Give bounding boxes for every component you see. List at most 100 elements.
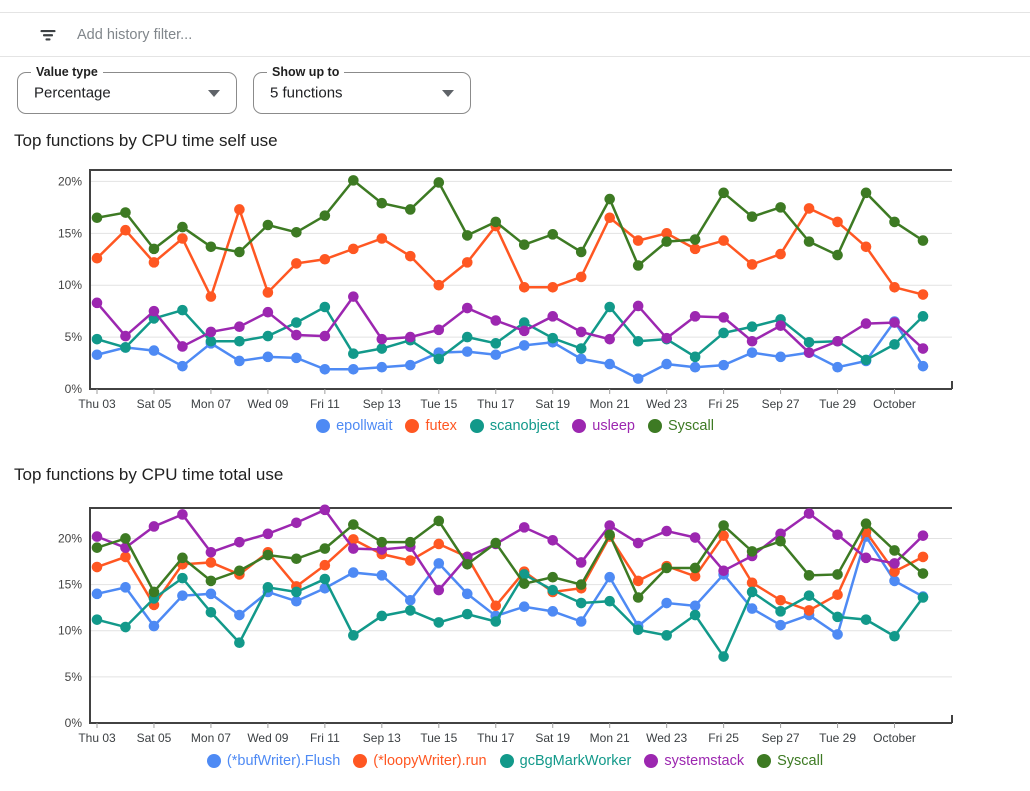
data-point[interactable] [718,520,729,531]
data-point[interactable] [917,551,929,563]
data-point[interactable] [575,246,587,258]
data-point[interactable] [291,595,302,607]
data-point[interactable] [803,570,815,581]
data-point[interactable] [547,534,559,546]
data-point[interactable] [376,361,388,373]
data-point[interactable] [433,617,445,628]
data-point[interactable] [120,207,131,218]
legend-item[interactable]: Syscall [647,418,714,434]
legend-item[interactable]: (*bufWriter).Flush [206,753,340,769]
legend-item[interactable]: (*loopyWriter).run [353,753,487,769]
data-point[interactable] [262,306,274,318]
data-point[interactable] [889,566,900,577]
legend-item[interactable]: epollwait [316,418,392,434]
data-point[interactable] [405,359,416,371]
data-point[interactable] [632,335,644,347]
data-point[interactable] [461,257,473,268]
data-point[interactable] [575,271,587,283]
data-point[interactable] [832,589,843,601]
data-point[interactable] [291,329,302,341]
data-point[interactable] [461,302,473,314]
data-point[interactable] [775,351,786,363]
data-point[interactable] [718,530,729,541]
data-point[interactable] [889,216,900,228]
data-point[interactable] [177,509,188,520]
data-point[interactable] [718,327,729,339]
data-point[interactable] [718,312,729,323]
data-point[interactable] [490,349,502,361]
data-point[interactable] [604,358,615,370]
data-point[interactable] [490,600,502,612]
data-point[interactable] [803,590,815,601]
data-point[interactable] [461,230,473,241]
data-point[interactable] [575,353,587,365]
data-point[interactable] [632,537,644,549]
data-point[interactable] [148,345,160,356]
data-point[interactable] [262,330,274,342]
data-point[interactable] [319,543,331,554]
data-point[interactable] [575,579,587,590]
data-point[interactable] [775,594,786,606]
data-point[interactable] [746,577,758,589]
legend-item[interactable]: systemstack [644,753,744,769]
data-point[interactable] [205,557,217,568]
data-point[interactable] [319,573,331,585]
data-point[interactable] [917,235,929,246]
data-point[interactable] [860,354,872,366]
legend-item[interactable]: gcBgMarkWorker [499,753,631,769]
data-point[interactable] [632,260,644,271]
data-point[interactable] [405,250,416,262]
data-point[interactable] [775,528,786,540]
data-point[interactable] [860,241,872,253]
data-point[interactable] [405,555,416,566]
data-point[interactable] [433,538,445,550]
data-point[interactable] [291,586,302,598]
data-point[interactable] [917,311,929,322]
data-point[interactable] [746,603,758,614]
data-point[interactable] [832,361,843,373]
data-point[interactable] [319,363,331,375]
data-point[interactable] [518,578,530,589]
data-point[interactable] [575,557,587,568]
data-point[interactable] [91,212,103,224]
data-point[interactable] [604,571,615,583]
data-point[interactable] [177,341,188,352]
data-point[interactable] [860,187,872,199]
data-point[interactable] [860,552,872,564]
data-point[interactable] [348,363,359,375]
data-point[interactable] [291,553,302,565]
data-point[interactable] [689,311,701,322]
data-point[interactable] [917,343,929,354]
data-point[interactable] [889,317,900,328]
data-point[interactable] [433,324,445,336]
data-point[interactable] [148,521,160,532]
data-point[interactable] [689,600,701,612]
data-point[interactable] [775,606,786,617]
data-point[interactable] [262,351,274,363]
data-point[interactable] [746,546,758,557]
data-point[interactable] [547,606,559,617]
data-point[interactable] [348,519,359,530]
data-point[interactable] [490,537,502,549]
data-point[interactable] [803,347,815,358]
data-point[interactable] [547,584,559,596]
data-point[interactable] [348,291,359,302]
data-point[interactable] [746,259,758,270]
data-point[interactable] [917,530,929,541]
data-point[interactable] [547,229,559,240]
data-point[interactable] [604,301,615,313]
data-point[interactable] [234,204,245,215]
data-point[interactable] [860,518,872,529]
data-point[interactable] [860,318,872,329]
data-point[interactable] [148,620,160,632]
data-point[interactable] [348,534,359,545]
data-point[interactable] [632,624,644,636]
data-point[interactable] [917,568,929,579]
data-point[interactable] [177,590,188,601]
data-point[interactable] [376,233,388,244]
data-point[interactable] [234,246,245,258]
data-point[interactable] [234,321,245,333]
data-point[interactable] [291,517,302,529]
data-point[interactable] [746,211,758,223]
data-point[interactable] [348,630,359,641]
